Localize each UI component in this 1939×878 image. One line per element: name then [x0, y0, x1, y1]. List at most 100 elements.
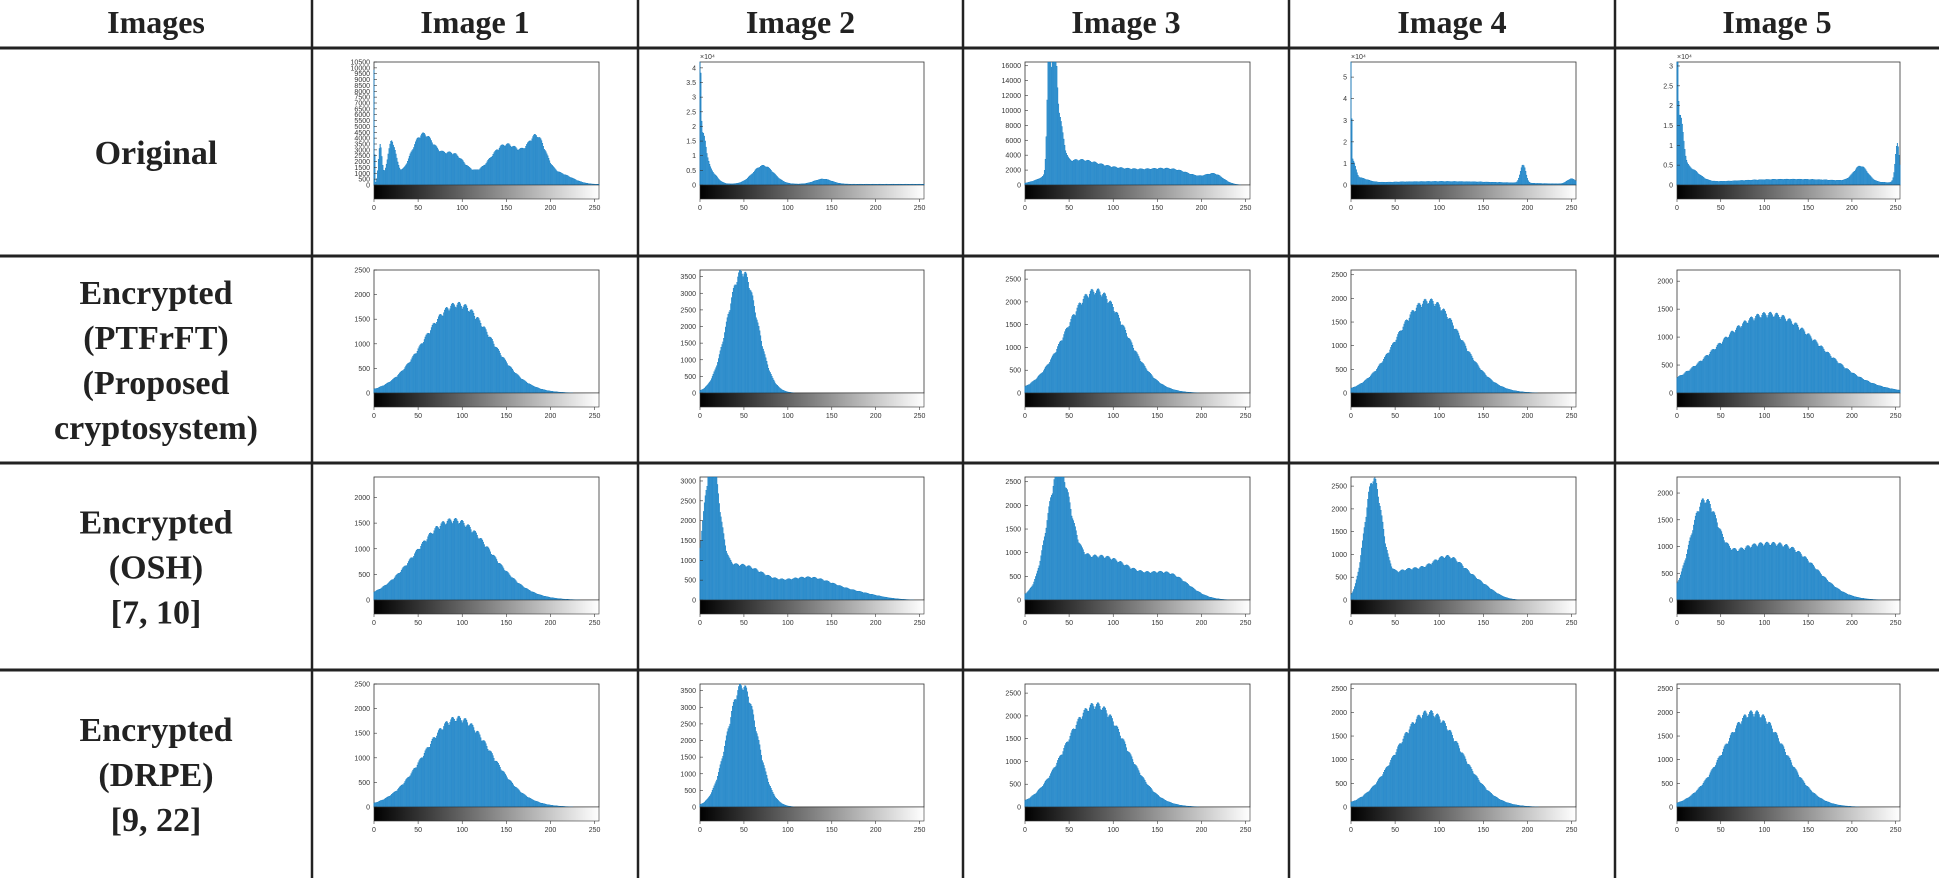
histogram-bar — [1155, 168, 1157, 186]
histogram-bar — [1377, 779, 1379, 808]
histogram-bar — [1180, 170, 1182, 186]
histogram-bar — [1757, 179, 1758, 186]
x-tick-label: 250 — [589, 413, 601, 420]
histogram-bar — [1893, 172, 1895, 186]
histogram-bar — [449, 518, 451, 601]
plot-area — [699, 61, 925, 186]
histogram-bar — [1803, 179, 1805, 186]
histogram-bar — [1833, 585, 1835, 601]
histogram-bar — [424, 134, 426, 186]
histogram-bar — [1103, 292, 1105, 394]
histogram-bar — [735, 284, 737, 394]
x-tick-label: 200 — [1196, 413, 1208, 420]
histogram-bar — [716, 476, 718, 601]
histogram-bar — [1444, 311, 1446, 394]
histogram-bar — [750, 174, 752, 186]
histogram-bar — [1171, 802, 1172, 808]
histogram-bar — [1208, 596, 1210, 601]
histogram-bar — [539, 137, 541, 186]
histogram-bar — [1110, 166, 1112, 186]
histogram-bar — [1486, 790, 1488, 808]
histogram-bar — [1200, 175, 1202, 186]
histogram-bar — [1485, 374, 1487, 394]
histogram-bar — [1209, 173, 1211, 186]
histogram-bar — [1416, 181, 1418, 186]
histogram-bar — [536, 136, 538, 186]
histogram-bar — [1736, 551, 1738, 601]
histogram-bar — [535, 386, 536, 394]
histogram-bar — [543, 803, 545, 808]
histogram-bar — [1148, 371, 1150, 394]
histogram-bar — [1151, 789, 1153, 808]
histogram-bar — [715, 367, 717, 394]
histogram-bar — [376, 178, 378, 186]
y-tick-label: 0 — [1669, 805, 1673, 812]
histogram-bar — [421, 343, 423, 394]
histogram-bar — [1724, 181, 1726, 186]
histogram-bar — [1067, 156, 1069, 186]
x-tick-label: 0 — [1349, 827, 1353, 834]
histogram-bar — [1819, 346, 1821, 394]
histogram-bar — [1042, 372, 1044, 394]
histogram-bar — [1028, 590, 1030, 601]
histogram-bar — [373, 69, 375, 186]
histogram-bar — [1470, 353, 1472, 394]
histogram-bar — [1474, 575, 1476, 601]
histogram-bar — [1407, 319, 1408, 394]
histogram-bar — [1065, 487, 1067, 601]
histogram-bar — [489, 157, 491, 186]
histogram-bar — [1110, 714, 1112, 808]
histogram-bar — [783, 390, 785, 394]
histogram-bar — [1437, 560, 1438, 601]
histogram-bar — [1881, 182, 1883, 186]
histogram-bar — [1218, 175, 1220, 186]
histogram-bar — [1796, 323, 1798, 394]
histogram-bar — [1078, 303, 1080, 394]
histogram-bar — [453, 718, 455, 808]
histogram-bar — [1763, 714, 1765, 808]
histogram-bar — [1841, 180, 1843, 186]
histogram-bar — [1354, 583, 1356, 601]
histogram-bar — [375, 181, 377, 186]
histogram-bar — [471, 309, 473, 394]
histogram-bar — [394, 377, 396, 394]
histogram-bar — [1179, 170, 1181, 186]
histogram-bar — [1847, 177, 1849, 186]
histogram-bar — [825, 179, 827, 186]
histogram-bar — [1029, 181, 1031, 186]
histogram-bar — [725, 550, 727, 601]
histogram-bar — [1800, 327, 1802, 394]
histogram-bar — [805, 576, 807, 601]
y-tick-label: 1000 — [680, 771, 696, 778]
histogram-bar — [771, 375, 773, 394]
histogram-bar — [812, 181, 814, 186]
histogram-bar — [1762, 544, 1764, 601]
histogram-bar — [392, 379, 394, 394]
histogram-bar — [1079, 543, 1081, 601]
histogram-bar — [1108, 556, 1110, 601]
histogram-bar — [1781, 315, 1783, 394]
histogram-bar — [1777, 544, 1779, 601]
histogram-bar — [1194, 589, 1196, 601]
histogram-bar — [755, 317, 757, 394]
y-tick-label: 1000 — [680, 357, 696, 364]
grayscale-colorbar — [373, 599, 600, 615]
histogram-bar — [1118, 561, 1120, 601]
histogram-bar — [515, 373, 517, 394]
y-tick-label: 8500 — [354, 83, 370, 90]
histogram-bar — [1767, 315, 1769, 394]
histogram-bar — [544, 389, 546, 394]
histogram-bar — [724, 539, 726, 601]
histogram-bar — [437, 732, 439, 808]
histogram-bar — [1158, 571, 1160, 601]
histogram-bar — [1383, 529, 1385, 601]
histogram-bar — [1490, 182, 1492, 186]
histogram-bar — [1126, 564, 1128, 601]
histogram-bar — [787, 182, 789, 186]
row-label-4: Encrypted(DRPE)[9, 22] — [80, 712, 233, 839]
histogram-bar — [435, 145, 437, 186]
histogram-bar — [459, 716, 461, 808]
histogram-bar — [1120, 167, 1122, 186]
histogram-bar — [853, 589, 855, 601]
histogram-bar — [1071, 316, 1073, 394]
